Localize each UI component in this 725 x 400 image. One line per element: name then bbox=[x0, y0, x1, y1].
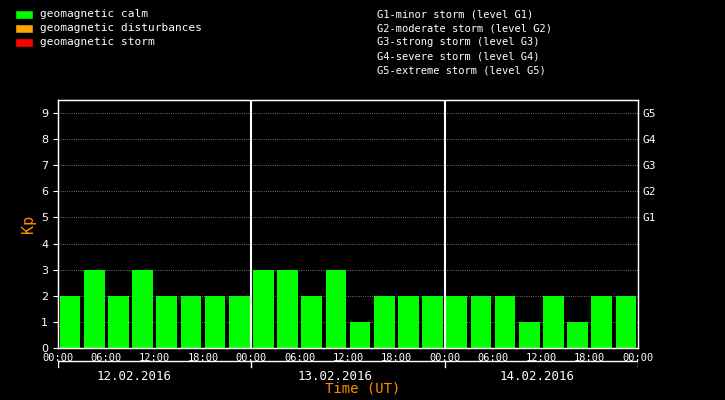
Bar bbox=[422, 296, 443, 348]
Bar bbox=[326, 270, 346, 348]
Bar bbox=[374, 296, 394, 348]
Text: geomagnetic disturbances: geomagnetic disturbances bbox=[40, 24, 202, 34]
Text: G4-severe storm (level G4): G4-severe storm (level G4) bbox=[377, 51, 539, 61]
Text: G2-moderate storm (level G2): G2-moderate storm (level G2) bbox=[377, 24, 552, 34]
Text: G5-extreme storm (level G5): G5-extreme storm (level G5) bbox=[377, 66, 546, 76]
Bar bbox=[494, 296, 515, 348]
Bar bbox=[181, 296, 201, 348]
Text: geomagnetic calm: geomagnetic calm bbox=[40, 10, 148, 20]
Bar bbox=[616, 296, 637, 348]
Bar bbox=[471, 296, 491, 348]
Text: 12.02.2016: 12.02.2016 bbox=[96, 370, 171, 383]
Bar bbox=[543, 296, 564, 348]
Bar bbox=[592, 296, 612, 348]
Bar bbox=[204, 296, 225, 348]
Bar bbox=[519, 322, 539, 348]
Text: G3-strong storm (level G3): G3-strong storm (level G3) bbox=[377, 38, 539, 48]
Bar bbox=[59, 296, 80, 348]
Bar bbox=[398, 296, 418, 348]
Bar bbox=[229, 296, 249, 348]
Bar bbox=[277, 270, 298, 348]
Text: 13.02.2016: 13.02.2016 bbox=[298, 370, 373, 383]
Text: geomagnetic storm: geomagnetic storm bbox=[40, 38, 154, 48]
Bar bbox=[157, 296, 177, 348]
Y-axis label: Kp: Kp bbox=[20, 215, 36, 233]
Bar bbox=[567, 322, 588, 348]
Text: 14.02.2016: 14.02.2016 bbox=[500, 370, 575, 383]
Bar bbox=[108, 296, 128, 348]
Bar bbox=[349, 322, 370, 348]
Bar bbox=[253, 270, 273, 348]
Bar bbox=[84, 270, 104, 348]
Text: G1-minor storm (level G1): G1-minor storm (level G1) bbox=[377, 10, 534, 20]
Bar bbox=[447, 296, 467, 348]
Bar bbox=[302, 296, 322, 348]
Text: Time (UT): Time (UT) bbox=[325, 382, 400, 396]
Bar bbox=[132, 270, 153, 348]
